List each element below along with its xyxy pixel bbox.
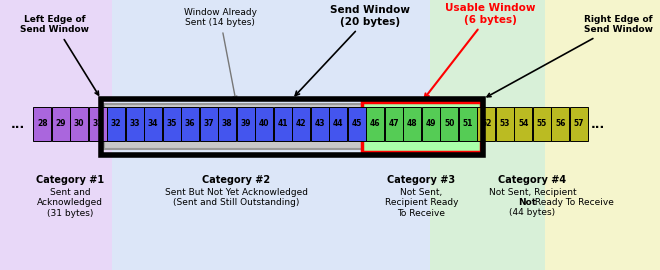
- Text: Send Window
(20 bytes): Send Window (20 bytes): [295, 5, 410, 96]
- Text: 51: 51: [463, 120, 473, 129]
- Text: Not Sent,
Recipient Ready
To Receive: Not Sent, Recipient Ready To Receive: [385, 188, 458, 218]
- Text: 34: 34: [148, 120, 158, 129]
- Bar: [70, 107, 88, 141]
- Bar: [514, 107, 532, 141]
- Text: Sent and
Acknowledged
(31 bytes): Sent and Acknowledged (31 bytes): [37, 188, 103, 218]
- Bar: [440, 107, 458, 141]
- Bar: [199, 107, 218, 141]
- Bar: [181, 107, 199, 141]
- Bar: [403, 107, 421, 141]
- Text: 50: 50: [444, 120, 455, 129]
- Bar: [545, 0, 660, 270]
- Text: 30: 30: [74, 120, 84, 129]
- Bar: [329, 107, 347, 141]
- Text: Right Edge of
Send Window: Right Edge of Send Window: [487, 15, 653, 97]
- Bar: [255, 107, 273, 141]
- Bar: [107, 107, 125, 141]
- Text: 40: 40: [259, 120, 269, 129]
- Bar: [125, 107, 143, 141]
- Text: Category #4: Category #4: [498, 175, 566, 185]
- Text: Not Sent, Recipient: Not Sent, Recipient: [488, 188, 576, 207]
- Text: 54: 54: [518, 120, 529, 129]
- Bar: [101, 99, 483, 155]
- Text: 42: 42: [296, 120, 306, 129]
- Bar: [570, 107, 587, 141]
- Text: Ready To Receive: Ready To Receive: [531, 198, 613, 207]
- Bar: [477, 107, 495, 141]
- Bar: [273, 107, 292, 141]
- Bar: [310, 107, 329, 141]
- Text: 46: 46: [370, 120, 381, 129]
- Text: 41: 41: [277, 120, 288, 129]
- Text: 57: 57: [574, 120, 584, 129]
- Bar: [33, 107, 51, 141]
- Text: Left Edge of
Send Window: Left Edge of Send Window: [20, 15, 98, 95]
- Text: 56: 56: [555, 120, 566, 129]
- Bar: [51, 107, 69, 141]
- Bar: [348, 107, 366, 141]
- Text: Not: Not: [519, 198, 537, 207]
- Text: Category #1: Category #1: [36, 175, 104, 185]
- Bar: [144, 107, 162, 141]
- Text: 39: 39: [240, 120, 251, 129]
- Bar: [366, 107, 384, 141]
- Bar: [104, 104, 369, 149]
- Text: 55: 55: [537, 120, 547, 129]
- Text: ...: ...: [591, 117, 605, 130]
- Text: 49: 49: [426, 120, 436, 129]
- Bar: [0, 0, 112, 270]
- Bar: [362, 102, 481, 152]
- Text: 29: 29: [55, 120, 66, 129]
- Text: Window Already
Sent (14 bytes): Window Already Sent (14 bytes): [183, 8, 257, 100]
- Text: 45: 45: [352, 120, 362, 129]
- Bar: [292, 107, 310, 141]
- Bar: [218, 107, 236, 141]
- Text: ...: ...: [11, 117, 25, 130]
- Text: 36: 36: [185, 120, 195, 129]
- Text: 47: 47: [389, 120, 399, 129]
- Text: 37: 37: [203, 120, 214, 129]
- Text: Category #2: Category #2: [203, 175, 271, 185]
- Text: 33: 33: [129, 120, 140, 129]
- Bar: [459, 107, 477, 141]
- Text: 53: 53: [500, 120, 510, 129]
- Text: 28: 28: [37, 120, 48, 129]
- Text: 31: 31: [92, 120, 103, 129]
- Text: 52: 52: [481, 120, 492, 129]
- Bar: [551, 107, 569, 141]
- Bar: [422, 107, 440, 141]
- Text: 32: 32: [111, 120, 121, 129]
- Bar: [496, 107, 513, 141]
- Text: 35: 35: [166, 120, 177, 129]
- Text: Usable Window
(6 bytes): Usable Window (6 bytes): [424, 3, 535, 98]
- Bar: [236, 107, 255, 141]
- Text: Category #3: Category #3: [387, 175, 455, 185]
- Text: 44: 44: [333, 120, 343, 129]
- Bar: [88, 107, 106, 141]
- Text: (44 bytes): (44 bytes): [510, 208, 556, 217]
- Text: Sent But Not Yet Acknowledged
(Sent and Still Outstanding): Sent But Not Yet Acknowledged (Sent and …: [165, 188, 308, 207]
- Text: 43: 43: [315, 120, 325, 129]
- Bar: [162, 107, 180, 141]
- Bar: [430, 0, 545, 270]
- Text: 38: 38: [222, 120, 232, 129]
- Bar: [385, 107, 403, 141]
- Bar: [112, 0, 430, 270]
- Text: 48: 48: [407, 120, 418, 129]
- Bar: [533, 107, 550, 141]
